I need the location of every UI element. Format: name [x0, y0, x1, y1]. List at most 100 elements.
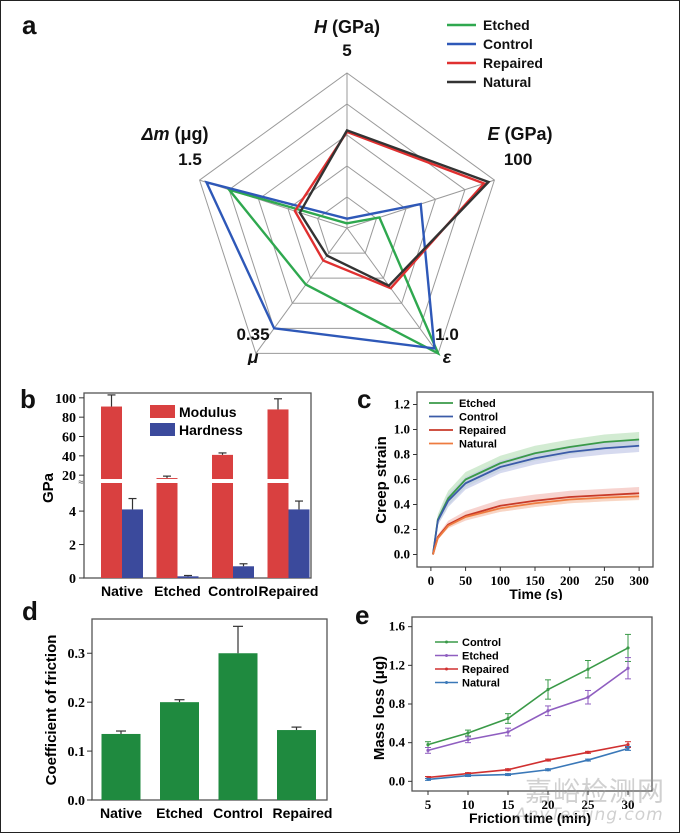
data-point [426, 777, 430, 781]
radar-spoke [255, 227, 348, 354]
legend-marker [445, 681, 448, 684]
data-point [506, 768, 510, 772]
radar-grid-ring [198, 72, 496, 354]
legend-label-repaired: Repaired [483, 55, 543, 71]
radar-axis-max-1: 100 [504, 150, 532, 169]
data-point [546, 758, 550, 762]
radar-grid-ring [228, 103, 466, 329]
data-point [586, 667, 590, 671]
y-tick-label: 0.0 [68, 794, 86, 809]
y-tick-label: 40 [62, 450, 76, 465]
radar-axis-name-0: H (GPa) [314, 17, 380, 37]
creep-strain-chart: 0 50 100 150 200 250 300 0.0 0.2 0.4 0.6 0.8 1.0 1.2 T… [373, 391, 654, 602]
legend-label-etched: Etched [462, 651, 499, 663]
radar-axis-name-1: E (GPa) [487, 124, 552, 144]
x-tick-label: Repaired [259, 583, 319, 599]
bar-hardness [233, 566, 254, 578]
y-axis-label: Coefficient of friction [43, 635, 60, 786]
bar-control [218, 653, 258, 800]
data-point [546, 768, 550, 772]
y-tick-label: 0.1 [68, 745, 86, 760]
data-point [586, 695, 590, 699]
line-etched [427, 667, 629, 752]
y-tick-label: 0.3 [68, 647, 86, 662]
radar-axis-name-3: μ [247, 347, 259, 365]
x-tick-label: 250 [595, 573, 615, 588]
panel-label-c: c [357, 384, 372, 414]
radar-series-natural [298, 128, 491, 288]
bar-modulus [212, 454, 233, 578]
data-point [506, 730, 510, 734]
plot-frame [91, 618, 328, 801]
axis-break [85, 479, 310, 483]
y-tick-label: 0.6 [394, 472, 411, 487]
mass-loss-chart: 5 10 15 20 25 30 0.0 0.4 0.8 1.2 1.6 Friction time … [371, 616, 653, 826]
radar-chart: H (GPa) 5 E (GPa) 100 ε 1.0 μ 0.35 Δm (μg) 1.5 Etc… [140, 17, 552, 367]
legend-label-control: Control [459, 412, 498, 424]
panel-e: e 5 10 15 20 25 30 0.0 0.4 0.8 1.2 1.6 Friction tim… [340, 600, 680, 833]
bar-hardness [122, 509, 143, 578]
friction-bar-chart: 0.0 0.1 0.2 0.3 Coefficient of friction Nativ… [43, 618, 333, 821]
x-tick-label: Control [208, 583, 258, 599]
legend-marker [445, 640, 448, 644]
radar-axis-max-0: 5 [342, 41, 351, 60]
bar-modulus [156, 478, 178, 578]
x-tick-label: 150 [525, 573, 545, 588]
y-tick-label: 20 [62, 469, 76, 484]
legend-marker [445, 667, 448, 671]
bar-hardness [288, 509, 310, 578]
panel-label-d: d [22, 596, 38, 626]
y-tick-label: 0.0 [394, 547, 410, 562]
legend-swatch-modulus [150, 405, 175, 418]
y-tick-label: 0.8 [389, 696, 406, 711]
legend-label-control: Control [483, 36, 533, 52]
data-point [466, 731, 470, 735]
x-tick-label: Control [213, 805, 263, 821]
data-point [626, 746, 630, 751]
bar-chart-modulus-hardness: 0 2 4 20 40 60 80 100 GPa Native Etched Control Repa… [40, 392, 319, 599]
x-tick-label: Repaired [273, 805, 333, 821]
data-point [426, 748, 430, 752]
data-point [506, 716, 510, 721]
data-point [626, 666, 630, 670]
line-repaired [427, 743, 629, 779]
x-tick-label: 50 [459, 573, 472, 588]
data-point [426, 743, 430, 747]
x-tick-label: 15 [502, 797, 516, 812]
legend-label-repaired: Repaired [459, 425, 506, 437]
x-tick-label: 300 [629, 573, 649, 588]
data-point [546, 709, 550, 713]
panel-label-a: a [22, 10, 37, 40]
radar-axis-name-4: Δm (μg) [140, 124, 208, 144]
data-point [466, 773, 470, 778]
y-tick-label: 0.2 [68, 696, 86, 711]
y-tick-label: 0.8 [394, 447, 411, 462]
axis-break-mark: ≈ [79, 477, 84, 487]
watermark: 嘉峪检测网 AnyTesting.com [515, 770, 675, 825]
bar-native [101, 733, 141, 800]
x-tick-label: 10 [462, 797, 475, 812]
y-tick-label: 0.4 [394, 497, 411, 512]
legend-label-natural: Natural [462, 678, 500, 690]
y-tick-label: 1.6 [389, 619, 406, 634]
line-control [432, 444, 640, 555]
data-point [626, 646, 630, 650]
y-tick-label: 1.0 [394, 422, 410, 437]
radar-series-etched [225, 187, 441, 357]
y-tick-label: 0.2 [394, 522, 410, 537]
y-tick-label: 4 [69, 505, 76, 520]
bar-etched [160, 702, 199, 800]
x-axis-label: Friction time (min) [469, 810, 591, 826]
x-tick-label: 25 [582, 797, 596, 812]
y-tick-label: 100 [55, 392, 76, 407]
legend-label-hardness: Hardness [179, 422, 243, 438]
y-tick-label: 0 [69, 572, 76, 587]
panel-label-b: b [20, 384, 36, 414]
y-tick-label: 1.2 [389, 657, 405, 672]
bar-modulus [101, 406, 122, 578]
legend-label-natural: Natural [459, 439, 497, 451]
x-tick-label: 30 [622, 797, 635, 812]
x-tick-label: Native [100, 805, 142, 821]
radar-axis-max-4: 1.5 [178, 150, 202, 169]
panel-c: c 0 50 100 150 200 250 300 0.0 0.2 0.4 0.6 0.8 1.0 1.… [340, 370, 680, 602]
